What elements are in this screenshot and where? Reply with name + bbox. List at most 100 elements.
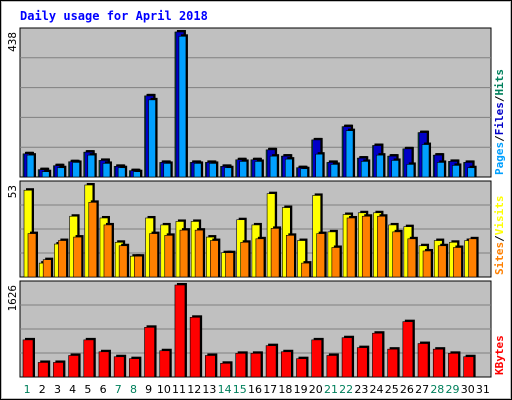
kbytes-bar-face	[250, 353, 262, 378]
pages-bar	[269, 154, 280, 178]
pages-bar-face	[345, 130, 354, 178]
pages-bar-face	[391, 160, 399, 178]
pages-bar	[87, 153, 97, 178]
kbytes-bar	[417, 341, 431, 378]
kbytes-bar	[220, 361, 233, 378]
pages-bar	[467, 165, 477, 178]
sites-bar-face	[27, 233, 37, 278]
pages-bar-face	[421, 144, 430, 178]
legend-entry: Pages	[493, 142, 506, 175]
kbytes-bar	[432, 347, 446, 378]
sites-bar	[377, 214, 388, 278]
kbytes-bar-face	[341, 337, 353, 378]
day-label: 8	[130, 383, 137, 396]
sites-bar-face	[270, 228, 280, 278]
kbytes-bar-face	[463, 356, 474, 378]
legend-entry: Files	[493, 102, 506, 135]
sites-bar	[453, 245, 464, 278]
kbytes-bar	[205, 353, 218, 378]
sites-bar	[346, 215, 358, 278]
sites-bar-face	[392, 231, 401, 278]
sites-bar	[73, 235, 84, 278]
pages-bar	[406, 162, 416, 178]
day-label: 26	[400, 383, 414, 396]
day-label: 2	[39, 383, 46, 396]
day-label: 25	[385, 383, 399, 396]
kbytes-bar	[37, 360, 51, 378]
kbytes-bar-face	[83, 339, 95, 378]
sites-bar	[301, 261, 312, 278]
pages-bar	[209, 161, 219, 178]
kbytes-bar-face	[37, 362, 49, 378]
sites-bar-face	[134, 255, 143, 278]
sites-bar-face	[255, 238, 265, 278]
day-label: 29	[446, 383, 460, 396]
sites-bar-face	[331, 247, 341, 278]
sites-bar	[118, 243, 130, 278]
kbytes-bar	[250, 351, 263, 378]
hits-files-pages-max-label: 438	[6, 32, 19, 52]
day-label: 20	[309, 383, 323, 396]
kbytes-bar-face	[265, 345, 277, 378]
kbytes-bar	[296, 356, 309, 378]
kbytes-bar	[98, 349, 111, 378]
kbytes-bar-face	[280, 351, 292, 378]
chart-title: Daily usage for April 2018	[20, 9, 208, 23]
sites-bar-face	[225, 252, 234, 278]
sites-bar-face	[453, 247, 462, 278]
kbytes-bar	[326, 353, 339, 378]
pages-bar	[315, 152, 325, 178]
legend-entry: /	[493, 235, 506, 242]
pages-bar-face	[87, 154, 96, 178]
day-label: 1	[24, 383, 31, 396]
kbytes-bar-face	[417, 343, 429, 378]
pages-bar	[391, 158, 401, 178]
pages-bar	[133, 169, 143, 178]
sites-bar	[194, 228, 206, 278]
day-label: 7	[115, 383, 122, 396]
pages-bar-face	[436, 162, 445, 178]
kbytes-bar	[189, 315, 203, 378]
sites-bar-face	[361, 215, 371, 278]
sites-bar-face	[103, 224, 113, 278]
sites-bar	[58, 238, 69, 278]
kbytes-bar-face	[98, 351, 110, 378]
pages-bar	[72, 160, 82, 178]
kbytes-bar	[448, 351, 461, 378]
pages-bar-face	[239, 161, 248, 178]
day-label: 28	[430, 383, 444, 396]
sites-bar-face	[437, 245, 447, 278]
kbytes-bar-face	[22, 339, 34, 378]
pages-bar	[436, 160, 447, 178]
sites-bar-face	[285, 235, 295, 278]
sites-bar	[437, 243, 449, 278]
pages-bar-face	[148, 99, 156, 178]
pages-bar	[41, 169, 52, 178]
sites-bar-face	[88, 202, 98, 278]
day-label: 14	[218, 383, 232, 396]
sites-bar	[468, 236, 479, 278]
pages-bar	[345, 128, 356, 178]
sites-bar	[42, 257, 54, 278]
pages-bar	[57, 165, 67, 178]
pages-bar-face	[467, 167, 475, 178]
pages-bar	[254, 159, 264, 178]
day-label: 17	[263, 383, 277, 396]
visits-sites-legend: Sites/Visits	[493, 196, 506, 276]
kbytes-bar	[463, 354, 476, 378]
legend-entry: Hits	[493, 69, 506, 96]
kbytes-bar	[159, 348, 172, 378]
sites-bar-face	[58, 240, 67, 278]
day-label: 3	[54, 383, 61, 396]
pages-bar	[148, 97, 158, 178]
pages-bar-face	[360, 161, 369, 178]
pages-bar	[102, 161, 112, 178]
kbytes-bar-face	[311, 339, 322, 378]
pages-bar	[421, 142, 432, 178]
kbytes-bar	[22, 337, 35, 378]
visits-sites-max-label: 53	[6, 185, 19, 198]
pages-bar-face	[57, 167, 65, 178]
day-label: 15	[233, 383, 247, 396]
